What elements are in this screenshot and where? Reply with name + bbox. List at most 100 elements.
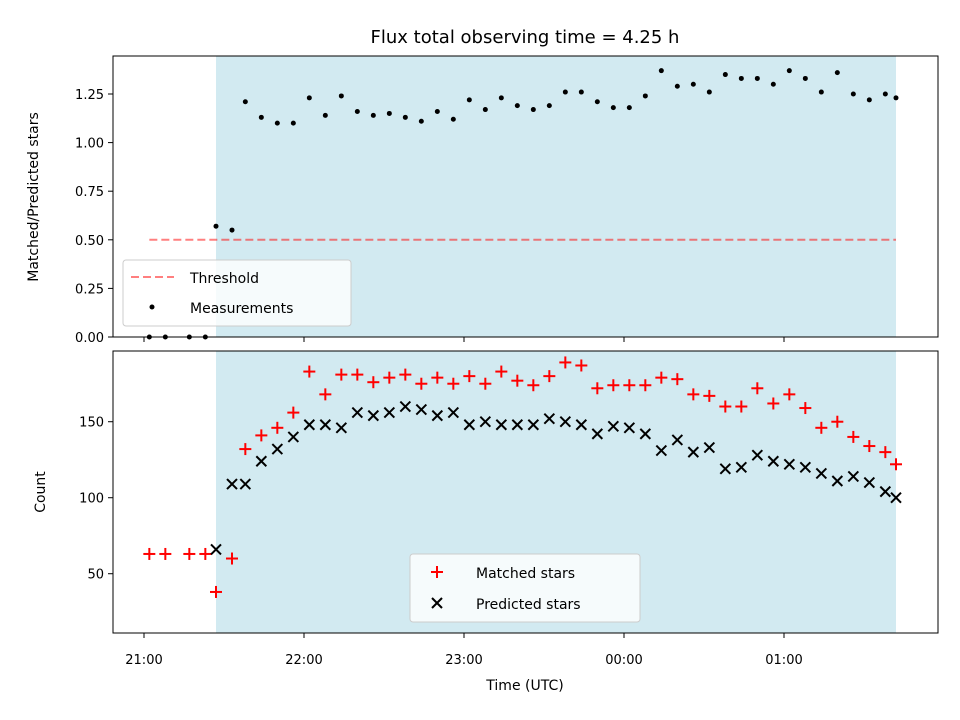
matched-star-point (671, 373, 684, 386)
measurement-point (690, 81, 696, 87)
bottom-panel: 50 100 150 21:00 22:00 23:00 00:00 01:00 Count… (33, 350, 939, 694)
predicted-star-point (575, 419, 588, 431)
predicted-star-point (351, 406, 364, 419)
matched-star-point (879, 446, 892, 459)
measurement-point (370, 112, 376, 118)
measurement-point (306, 95, 312, 101)
predicted-star-point (210, 543, 222, 556)
top-legend: Threshold Measurements (122, 259, 352, 327)
measurement-point (354, 108, 360, 114)
matched-star-point (607, 379, 620, 392)
measurement-point (642, 93, 648, 99)
top-y-tick-label: 0.50 (75, 234, 104, 249)
measurement-point (229, 227, 235, 233)
bottom-legend-box (409, 553, 641, 623)
measurement-point (290, 120, 296, 126)
predicted-star-point (383, 406, 396, 419)
matched-star-point (687, 388, 700, 401)
predicted-star-point (319, 419, 332, 431)
measurement-point (882, 91, 888, 97)
measurement-point (546, 103, 552, 109)
measurement-points (146, 68, 899, 340)
count-points (143, 356, 902, 598)
matched-star-point (559, 356, 572, 369)
predicted-star-point (751, 449, 764, 461)
matched-star-point (639, 379, 652, 392)
predicted-star-point (431, 409, 444, 422)
measurement-point (850, 91, 856, 97)
matched-star-point (335, 368, 348, 381)
matched-star-point (623, 379, 636, 392)
predicted-star-point (271, 443, 284, 455)
measurement-point (418, 118, 424, 124)
predicted-star-point (527, 419, 540, 431)
predicted-star-point (863, 476, 876, 489)
matched-star-point (543, 370, 556, 383)
predicted-star-point (799, 461, 812, 474)
predicted-star-point (703, 441, 716, 454)
measurement-point (738, 75, 744, 81)
top-y-tick-label: 0.25 (75, 282, 104, 297)
measurement-point (626, 105, 632, 111)
matched-star-point (303, 365, 316, 378)
predicted-star-point (463, 419, 476, 431)
measurement-point (274, 120, 280, 126)
measurement-point (258, 114, 264, 120)
legend-measurements-swatch (149, 304, 155, 310)
predicted-star-point (767, 455, 780, 467)
predicted-star-point (287, 431, 300, 443)
matched-star-point (239, 443, 252, 456)
legend-matched-label: Matched stars (476, 566, 575, 582)
top-y-ticks: 0.00 0.25 0.50 0.75 1.00 1.25 (75, 88, 785, 346)
measurement-point (786, 68, 792, 74)
matched-star-point (847, 430, 860, 443)
bottom-x-tick-label: 23:00 (445, 653, 482, 668)
measurement-point (322, 112, 328, 118)
bottom-y-tick-label: 150 (79, 416, 104, 431)
predicted-star-point (671, 434, 684, 446)
top-plot-frame (112, 55, 939, 338)
legend-measurements-label: Measurements (190, 301, 293, 317)
measurement-point (242, 99, 248, 105)
bottom-plot-frame (112, 350, 939, 634)
matched-star-point (799, 402, 812, 415)
matched-star-point (431, 371, 444, 384)
top-y-tick-label: 1.25 (75, 88, 104, 103)
bottom-y-ticks: 50 100 150 (79, 416, 113, 583)
matched-star-point (351, 368, 364, 381)
predicted-star-point (890, 492, 902, 504)
predicted-star-point (559, 416, 572, 428)
predicted-star-point (415, 403, 428, 416)
matched-star-point (591, 382, 604, 395)
measurement-point (213, 223, 219, 229)
matched-star-point (367, 376, 380, 389)
measurement-point (818, 89, 824, 95)
measurement-point (706, 89, 712, 95)
top-y-tick-label: 1.00 (75, 137, 104, 152)
predicted-star-point (735, 461, 748, 474)
matched-star-point (890, 458, 902, 471)
predicted-star-point (591, 428, 604, 440)
predicted-star-point (303, 419, 316, 431)
matched-star-point (319, 388, 332, 401)
matched-star-point (751, 382, 764, 395)
top-panel: 0.00 0.25 0.50 0.75 1.00 1.25 Matched/Predict… (26, 55, 939, 346)
measurement-point (722, 72, 728, 78)
predicted-star-point (255, 455, 268, 467)
matched-star-point (655, 371, 668, 384)
matched-star-point (399, 368, 412, 381)
measurement-point (386, 110, 392, 116)
measurement-point (866, 97, 872, 103)
matched-star-point (527, 379, 540, 392)
matched-star-point (287, 406, 300, 419)
bottom-y-tick-label: 50 (87, 568, 104, 583)
bottom-legend: Matched stars Predicted stars (409, 553, 641, 623)
measurement-point (514, 103, 520, 109)
matched-star-point (511, 374, 524, 387)
measurement-point (802, 75, 808, 81)
matched-star-point (415, 377, 428, 390)
measurement-point (482, 107, 488, 113)
measurement-point (338, 93, 344, 99)
matched-star-point (863, 440, 876, 453)
